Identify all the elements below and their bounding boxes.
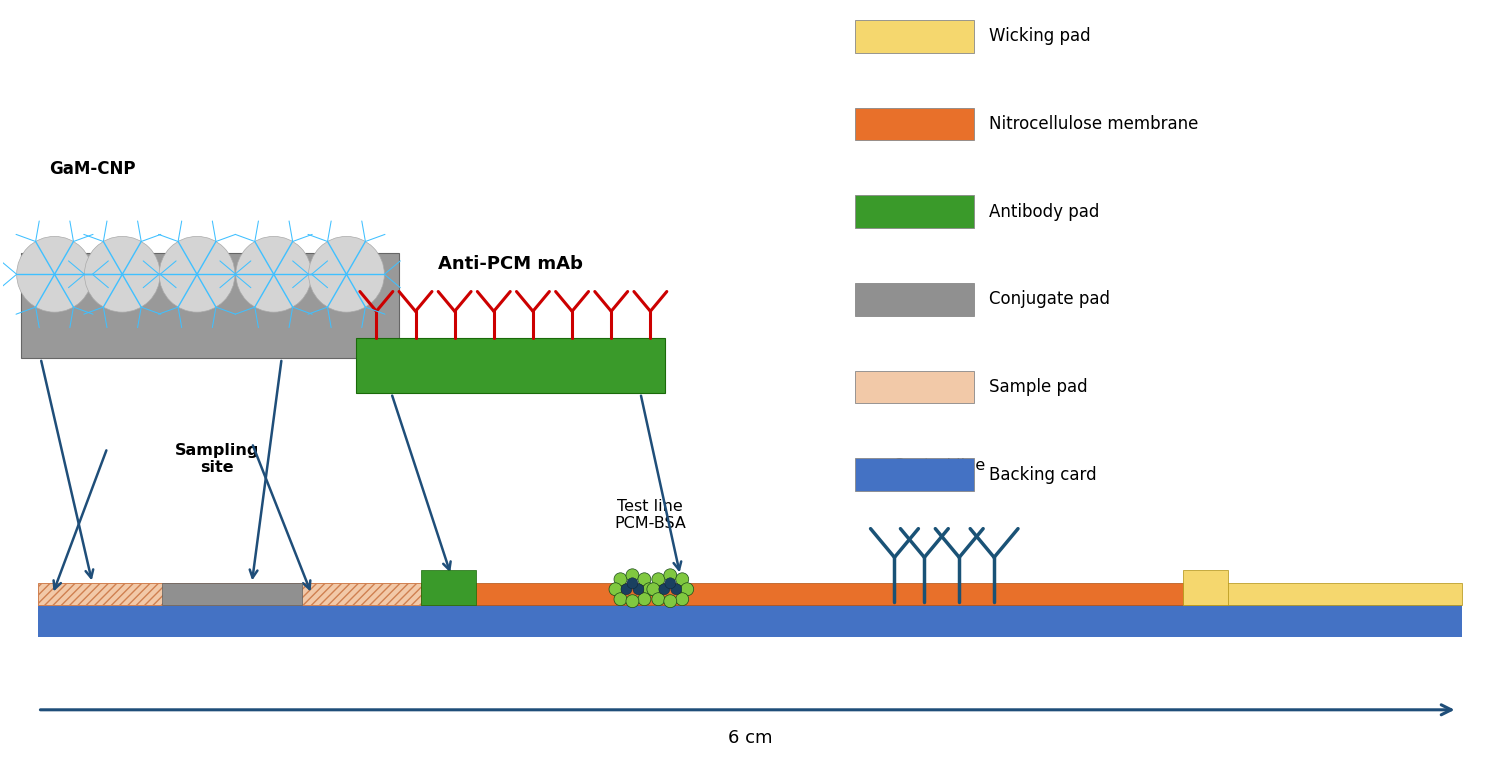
Bar xyxy=(421,570,477,605)
Circle shape xyxy=(84,237,160,312)
Text: Control line
DAG: Control line DAG xyxy=(893,459,985,491)
Bar xyxy=(1183,570,1228,605)
Circle shape xyxy=(309,237,384,312)
Circle shape xyxy=(648,583,660,596)
Text: Nitrocellulose membrane: Nitrocellulose membrane xyxy=(989,115,1199,133)
Circle shape xyxy=(621,584,633,594)
Circle shape xyxy=(615,593,627,606)
Circle shape xyxy=(639,573,651,586)
Bar xyxy=(421,583,1198,605)
Circle shape xyxy=(16,237,93,312)
Text: Sampling
site: Sampling site xyxy=(175,443,259,475)
Text: Conjugate pad: Conjugate pad xyxy=(989,290,1111,308)
Circle shape xyxy=(633,584,645,594)
Circle shape xyxy=(666,578,676,589)
Bar xyxy=(1183,583,1463,605)
Bar xyxy=(37,583,421,605)
Circle shape xyxy=(235,237,312,312)
Circle shape xyxy=(639,593,651,606)
Circle shape xyxy=(664,594,676,607)
Circle shape xyxy=(664,568,676,581)
Bar xyxy=(854,283,974,316)
Text: Sample pad: Sample pad xyxy=(989,378,1088,396)
Text: 6 cm: 6 cm xyxy=(727,729,772,747)
Bar xyxy=(854,459,974,491)
Circle shape xyxy=(676,593,688,606)
Circle shape xyxy=(652,573,666,586)
Circle shape xyxy=(609,583,622,596)
Circle shape xyxy=(643,583,657,596)
Text: Antibody pad: Antibody pad xyxy=(989,203,1099,221)
Circle shape xyxy=(660,584,670,594)
Circle shape xyxy=(681,583,694,596)
Bar xyxy=(854,371,974,404)
Circle shape xyxy=(670,584,682,594)
Bar xyxy=(37,605,1463,637)
Bar xyxy=(854,195,974,228)
Circle shape xyxy=(627,578,639,589)
Text: Anti-PCM mAb: Anti-PCM mAb xyxy=(438,256,583,273)
Bar xyxy=(854,108,974,140)
Circle shape xyxy=(615,573,627,586)
Circle shape xyxy=(627,594,639,607)
Circle shape xyxy=(159,237,235,312)
Bar xyxy=(357,338,666,393)
Bar xyxy=(162,583,301,605)
Text: Wicking pad: Wicking pad xyxy=(989,27,1091,45)
Bar xyxy=(21,253,399,358)
Text: Backing card: Backing card xyxy=(989,465,1097,484)
Bar xyxy=(854,20,974,53)
Text: Test line
PCM-BSA: Test line PCM-BSA xyxy=(615,499,687,532)
Circle shape xyxy=(652,593,666,606)
Circle shape xyxy=(676,573,688,586)
Circle shape xyxy=(627,568,639,581)
Text: GaM-CNP: GaM-CNP xyxy=(49,159,135,178)
